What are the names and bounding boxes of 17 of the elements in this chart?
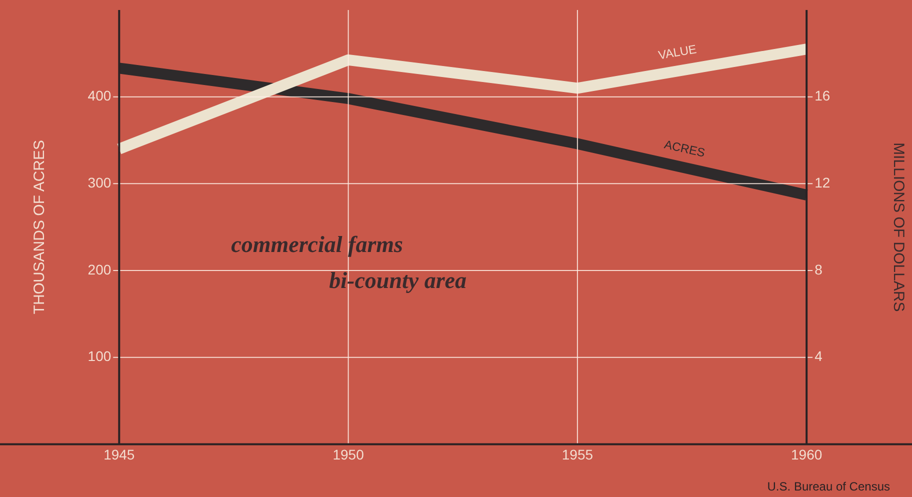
x-tick-label: 1955 (562, 446, 594, 462)
y-tick-label: 200 (88, 261, 112, 278)
y2-axis-title: MILLIONS OF DOLLARS (890, 142, 907, 312)
y-tick-label: 100 (88, 348, 112, 364)
text: ACRES (662, 137, 706, 160)
y2-tick-label: 16 (814, 88, 830, 104)
y-axis-title: THOUSANDS OF ACRES (31, 140, 48, 314)
text: U.S. Bureau of Census (767, 479, 890, 494)
x-tick-label: 1960 (791, 446, 822, 462)
y2-tick-label: 8 (814, 261, 823, 278)
x-tick-label: 1945 (104, 446, 135, 462)
y-tick-label: 300 (88, 174, 112, 191)
x-tick-label: 1950 (332, 446, 364, 462)
y-tick-label: 400 (88, 88, 112, 104)
y2-tick-label: 12 (814, 174, 830, 191)
y2-tick-label: 4 (814, 348, 823, 364)
text: VALUE (657, 42, 698, 62)
